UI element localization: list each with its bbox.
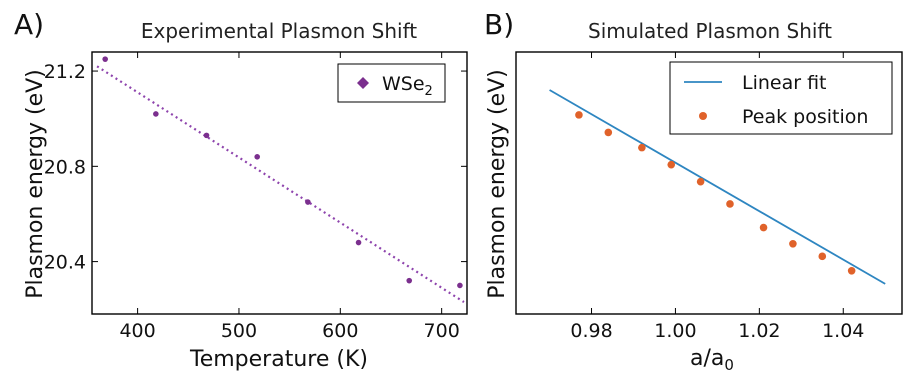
panel-b-point [818, 252, 827, 261]
panel-b: B) Simulated Plasmon Shift Plasmon energ… [484, 8, 903, 372]
panel-b-xtick-label: 0.98 [570, 320, 612, 342]
panel-a-legend: WSe2 [337, 63, 446, 103]
panel-a-legend-label: WSe2 [382, 73, 433, 99]
panel-a-xtick-label: 400 [119, 320, 155, 342]
panel-b-title: Simulated Plasmon Shift [588, 19, 832, 43]
panel-a-ytick-label: 21.2 [44, 61, 86, 83]
panel-b-label: B) [484, 8, 514, 41]
panel-b-point [847, 266, 856, 275]
panel-a-legend-box [337, 63, 446, 103]
panel-b-fit-line [549, 89, 886, 285]
panel-a-point [102, 56, 108, 62]
panel-b-legend-label-peak: Peak position [742, 106, 868, 128]
panel-b-xtick-label: 1.02 [738, 320, 780, 342]
panel-a-fit [96, 65, 465, 304]
panel-a-xtick-label: 600 [322, 320, 358, 342]
panel-b-point [759, 223, 768, 232]
panel-b-point [667, 160, 676, 169]
panel-a-point [153, 111, 159, 117]
panel-a-yticks: 20.4 20.8 21.2 [44, 61, 467, 274]
panel-b-legend-label-fit: Linear fit [742, 72, 827, 94]
panel-b-xtick-label: 1.04 [822, 320, 864, 342]
panel-b-point [696, 177, 705, 186]
panel-b-point [604, 128, 613, 137]
panel-b-point [575, 111, 583, 119]
panel-a-label: A) [14, 8, 44, 41]
panel-a-xlabel: Temperature (K) [189, 347, 368, 372]
panel-b-fit-line-path [549, 89, 886, 285]
panel-b-legend-dot-icon [699, 112, 707, 120]
panel-b-point [726, 200, 734, 208]
panel-a-ytick-label: 20.4 [44, 252, 86, 274]
panel-a-ylabel: Plasmon energy (eV) [23, 69, 48, 299]
panel-b-legend: Linear fit Peak position [669, 61, 893, 135]
panel-a-title: Experimental Plasmon Shift [141, 19, 417, 43]
panel-a-point [305, 199, 311, 205]
panel-b-legend-box [669, 61, 893, 135]
panel-a-fit-line [96, 65, 465, 304]
panel-b-xlabel: a/a0 [690, 346, 734, 372]
panel-b-xtick-label: 1.00 [654, 320, 696, 342]
panel-b-frame [515, 51, 903, 315]
panel-a: A) Experimental Plasmon Shift Plasmon en… [14, 8, 468, 372]
panel-a-ytick-label: 20.8 [44, 156, 86, 178]
panel-a-point [254, 154, 261, 160]
panel-b-point [789, 239, 797, 248]
panel-a-point [203, 132, 210, 139]
panel-b-points [575, 111, 856, 275]
panel-a-xtick-label: 700 [424, 320, 460, 342]
panel-a-xtick-label: 500 [221, 320, 257, 342]
panel-a-points [102, 56, 463, 289]
panel-a-point [457, 282, 463, 289]
panel-b-ylabel: Plasmon energy (eV) [485, 69, 510, 299]
panel-a-xticks: 400 500 600 700 [119, 52, 460, 342]
panel-a-point [355, 239, 362, 246]
panel-b-point [638, 143, 646, 152]
panel-a-legend-diamond-icon [357, 77, 369, 89]
panel-a-point [406, 277, 413, 284]
panel-b-xticks: 0.98 1.00 1.02 1.04 [570, 52, 864, 342]
panel-a-frame [91, 51, 468, 315]
